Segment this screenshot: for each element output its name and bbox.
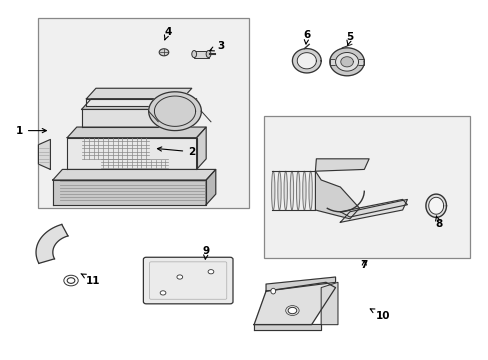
- Polygon shape: [39, 139, 50, 170]
- Polygon shape: [315, 159, 368, 171]
- Polygon shape: [196, 127, 206, 170]
- Polygon shape: [315, 171, 359, 219]
- Text: 8: 8: [434, 216, 441, 229]
- Ellipse shape: [296, 171, 299, 210]
- Ellipse shape: [160, 291, 165, 295]
- Text: 5: 5: [346, 32, 353, 45]
- Polygon shape: [254, 324, 321, 330]
- Ellipse shape: [271, 171, 274, 210]
- Polygon shape: [297, 53, 316, 69]
- Ellipse shape: [191, 50, 196, 58]
- Text: 7: 7: [360, 260, 367, 270]
- Polygon shape: [254, 282, 335, 325]
- Text: 6: 6: [303, 30, 310, 44]
- Ellipse shape: [206, 50, 210, 58]
- Polygon shape: [67, 138, 196, 170]
- Ellipse shape: [290, 171, 293, 210]
- Text: 11: 11: [81, 274, 101, 285]
- Polygon shape: [67, 127, 206, 138]
- Polygon shape: [36, 224, 68, 264]
- Polygon shape: [53, 180, 206, 205]
- Text: 2: 2: [157, 147, 195, 157]
- Ellipse shape: [308, 171, 312, 210]
- Polygon shape: [53, 170, 215, 180]
- Polygon shape: [340, 199, 407, 217]
- Polygon shape: [81, 109, 186, 127]
- Polygon shape: [86, 99, 182, 106]
- Ellipse shape: [277, 171, 281, 210]
- Ellipse shape: [284, 171, 287, 210]
- Bar: [329, 59, 364, 65]
- Text: 1: 1: [16, 126, 46, 136]
- Polygon shape: [81, 99, 196, 109]
- Ellipse shape: [177, 275, 183, 279]
- Ellipse shape: [302, 171, 305, 210]
- Polygon shape: [335, 53, 358, 71]
- Polygon shape: [292, 49, 321, 73]
- Text: 10: 10: [369, 309, 390, 321]
- Polygon shape: [340, 57, 352, 67]
- Ellipse shape: [159, 49, 168, 56]
- Polygon shape: [321, 282, 337, 325]
- Text: 9: 9: [202, 246, 209, 259]
- Text: 3: 3: [209, 41, 224, 51]
- Polygon shape: [265, 277, 335, 291]
- Polygon shape: [86, 88, 191, 99]
- Bar: [39, 18, 249, 208]
- Ellipse shape: [208, 270, 213, 274]
- Polygon shape: [425, 194, 446, 217]
- Bar: [263, 117, 469, 258]
- FancyBboxPatch shape: [143, 257, 232, 304]
- Polygon shape: [206, 170, 215, 205]
- Ellipse shape: [67, 278, 75, 283]
- Polygon shape: [148, 92, 201, 131]
- Ellipse shape: [287, 307, 296, 314]
- Ellipse shape: [270, 288, 275, 294]
- Text: 4: 4: [164, 27, 171, 40]
- Polygon shape: [428, 197, 443, 214]
- Bar: [194, 50, 208, 58]
- Polygon shape: [340, 199, 407, 222]
- Polygon shape: [329, 48, 364, 76]
- Polygon shape: [186, 99, 196, 127]
